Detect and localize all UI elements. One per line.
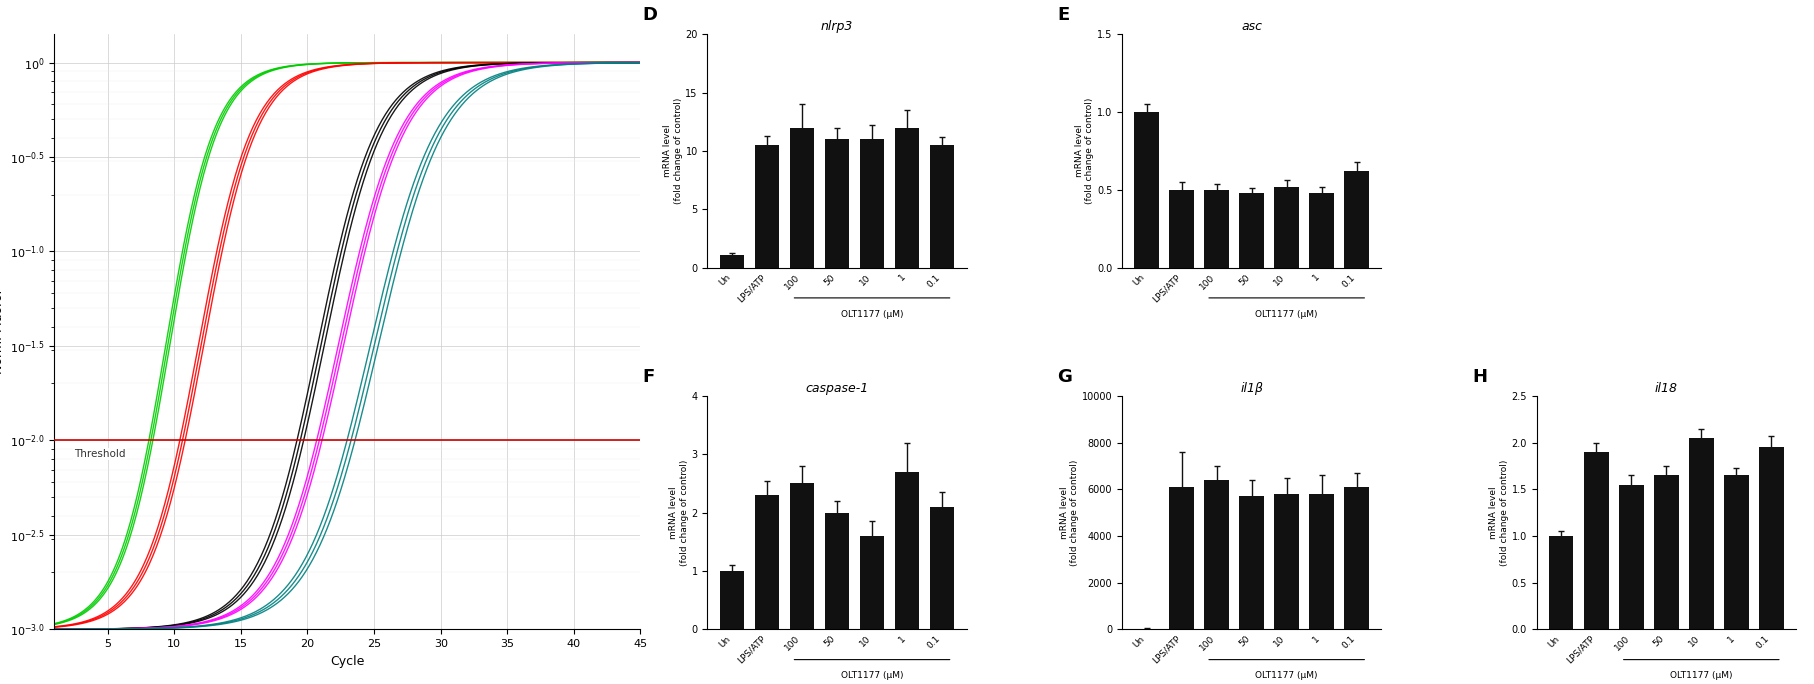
Title: asc: asc [1241,20,1263,33]
Bar [1275,494,1299,629]
Bar [1239,193,1264,267]
Title: caspase-1: caspase-1 [805,382,869,395]
Y-axis label: mRNA level
(fold change of control): mRNA level (fold change of control) [669,460,689,566]
Bar [1239,497,1264,629]
Bar [1134,112,1159,267]
Bar [860,140,883,267]
Bar [789,127,814,267]
Bar [1689,438,1714,629]
Bar [720,254,744,267]
Bar [1204,189,1228,267]
Title: il1β: il1β [1241,382,1263,395]
Bar [931,145,954,267]
Y-axis label: mRNA level
(fold change of control): mRNA level (fold change of control) [1489,460,1509,566]
Bar [1620,484,1643,629]
Text: G: G [1058,368,1072,386]
Bar [825,512,849,629]
Bar [825,140,849,267]
Title: nlrp3: nlrp3 [822,20,853,33]
Text: H: H [1471,368,1487,386]
Text: D: D [642,6,658,24]
Title: il18: il18 [1654,382,1678,395]
Bar [1310,494,1333,629]
Bar [789,484,814,629]
X-axis label: Cycle: Cycle [330,655,365,668]
Bar [1723,475,1749,629]
Bar [1170,189,1194,267]
Bar [1170,487,1194,629]
Bar [1344,487,1370,629]
Bar [1760,447,1783,629]
Text: OLT1177 (μM): OLT1177 (μM) [842,310,903,319]
Text: Threshold: Threshold [74,449,125,459]
Bar [931,507,954,629]
Y-axis label: mRNA level
(fold change of control): mRNA level (fold change of control) [1059,460,1079,566]
Y-axis label: mRNA level
(fold change of control): mRNA level (fold change of control) [664,98,682,204]
Bar [860,536,883,629]
Bar [755,145,780,267]
Y-axis label: mRNA level
(fold change of control): mRNA level (fold change of control) [1076,98,1094,204]
Text: OLT1177 (μM): OLT1177 (μM) [1671,671,1732,681]
Bar [1204,480,1228,629]
Text: F: F [642,368,655,386]
Bar [1310,193,1333,267]
Bar [720,571,744,629]
Bar [894,472,920,629]
Bar [1584,452,1609,629]
Bar [1549,536,1573,629]
Bar [1344,171,1370,267]
Y-axis label: Norm. Fluoro.: Norm. Fluoro. [0,289,5,374]
Bar [755,495,780,629]
Bar [1654,475,1678,629]
Text: E: E [1058,6,1070,24]
Text: OLT1177 (μM): OLT1177 (μM) [1255,671,1319,681]
Bar [894,127,920,267]
Text: OLT1177 (μM): OLT1177 (μM) [842,671,903,681]
Bar [1275,187,1299,267]
Text: OLT1177 (μM): OLT1177 (μM) [1255,310,1319,319]
